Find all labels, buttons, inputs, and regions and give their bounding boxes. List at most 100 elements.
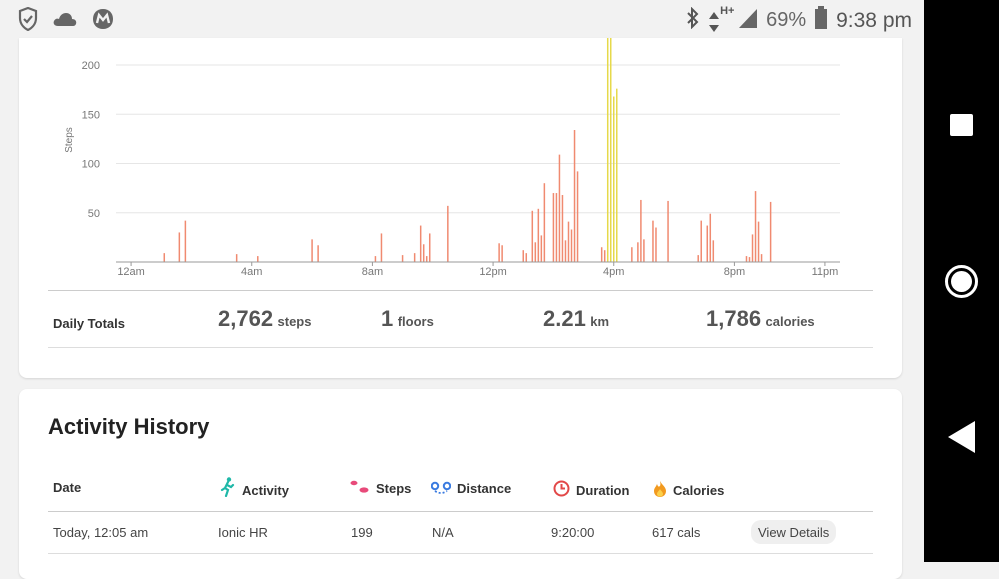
step-bar bbox=[413, 253, 416, 262]
step-bar bbox=[576, 171, 579, 262]
step-bar bbox=[709, 213, 712, 262]
x-tick-label: 4pm bbox=[603, 266, 624, 278]
step-bar bbox=[667, 200, 669, 262]
walking-icon bbox=[220, 477, 236, 500]
step-bar bbox=[769, 201, 772, 262]
view-details-button[interactable]: View Details bbox=[751, 520, 837, 544]
x-tick-label: 12pm bbox=[479, 266, 507, 278]
y-tick-label: 50 bbox=[88, 208, 100, 220]
back-icon[interactable] bbox=[948, 421, 975, 453]
step-bar bbox=[640, 199, 642, 262]
x-tick-label: 4am bbox=[241, 266, 262, 278]
col-date: Date bbox=[53, 480, 82, 495]
battery-icon bbox=[814, 6, 828, 35]
step-bar bbox=[311, 239, 313, 262]
flame-icon bbox=[653, 480, 667, 501]
col-activity: Activity bbox=[220, 477, 289, 500]
step-bar bbox=[380, 233, 383, 262]
row-date: Today, 12:05 am bbox=[53, 525, 149, 540]
total-distance: 2.21 km bbox=[543, 306, 610, 331]
step-bar bbox=[573, 130, 576, 262]
y-tick-label: 150 bbox=[82, 109, 100, 121]
step-bar bbox=[374, 256, 377, 262]
step-bar bbox=[757, 221, 760, 262]
recent-apps-icon[interactable] bbox=[950, 114, 973, 136]
col-duration: Duration bbox=[553, 480, 629, 500]
network-type: H+ bbox=[720, 4, 735, 17]
row-steps: 199 bbox=[351, 525, 373, 540]
activity-history-title: Activity History bbox=[48, 414, 210, 439]
step-bar bbox=[558, 154, 561, 262]
step-bar bbox=[534, 242, 537, 262]
x-tick-label: 11pm bbox=[812, 266, 839, 278]
x-tick-label: 8pm bbox=[724, 266, 745, 278]
step-bar bbox=[564, 240, 567, 262]
y-axis-label: Steps bbox=[64, 127, 75, 153]
daily-totals: Daily Totals 2,762 steps 1 floors 2.21 k… bbox=[48, 290, 873, 348]
cloud-icon bbox=[52, 10, 78, 33]
activity-history-card bbox=[19, 389, 902, 579]
step-bar bbox=[422, 244, 425, 262]
step-bar bbox=[540, 235, 543, 262]
row-distance: N/A bbox=[432, 525, 454, 540]
step-bar bbox=[561, 195, 564, 262]
footsteps-icon bbox=[350, 480, 370, 497]
step-bar bbox=[317, 245, 319, 262]
steps-chart: 50 100 150 200 Steps 12am 4am 8am 12pm 4pm 8pm 11pm bbox=[64, 38, 840, 278]
step-bar bbox=[600, 247, 603, 262]
step-bar bbox=[754, 191, 757, 262]
total-calories: 1,786 calories bbox=[706, 306, 815, 331]
home-icon[interactable] bbox=[945, 265, 978, 298]
step-bar bbox=[712, 240, 715, 262]
x-tick-label: 8am bbox=[362, 266, 383, 278]
col-distance: Distance bbox=[430, 480, 511, 497]
step-bar bbox=[570, 229, 573, 262]
clock: 9:38 pm bbox=[836, 8, 912, 32]
step-bar bbox=[501, 245, 503, 262]
step-bar bbox=[537, 208, 540, 262]
step-bar bbox=[760, 254, 763, 262]
step-bar bbox=[163, 253, 166, 262]
status-bar: H+ 69% 9:38 pm bbox=[0, 0, 924, 38]
step-bar bbox=[531, 210, 534, 262]
step-bar bbox=[401, 255, 404, 262]
active-step-bar bbox=[613, 96, 615, 263]
step-bar bbox=[748, 257, 751, 262]
step-bar bbox=[700, 220, 702, 262]
shield-check-icon bbox=[18, 6, 38, 36]
y-tick-label: 100 bbox=[82, 159, 100, 171]
step-bar bbox=[447, 205, 449, 262]
y-tick-label: 200 bbox=[82, 60, 100, 72]
step-bar bbox=[603, 250, 606, 262]
step-bar bbox=[745, 256, 748, 262]
col-steps: Steps bbox=[350, 480, 411, 497]
history-table-header: Date Activity Steps Distance Duration Ca… bbox=[48, 470, 873, 512]
distance-icon bbox=[430, 480, 452, 497]
step-bar bbox=[697, 255, 699, 262]
signal-icon bbox=[738, 7, 758, 34]
active-step-bar bbox=[606, 38, 609, 262]
active-step-bar bbox=[609, 38, 612, 262]
step-bar bbox=[178, 232, 181, 262]
step-bar bbox=[655, 227, 657, 262]
total-steps: 2,762 steps bbox=[218, 306, 312, 331]
total-floors: 1 floors bbox=[381, 306, 434, 331]
daily-totals-label: Daily Totals bbox=[53, 316, 126, 331]
step-bar bbox=[419, 225, 422, 262]
step-bar bbox=[555, 193, 558, 262]
row-activity: Ionic HR bbox=[218, 525, 268, 540]
step-bar bbox=[751, 234, 754, 262]
data-arrows-icon: H+ bbox=[708, 5, 744, 33]
step-bar bbox=[543, 183, 546, 262]
step-bar bbox=[498, 243, 500, 262]
step-bar bbox=[235, 254, 238, 262]
x-tick-label: 12am bbox=[117, 266, 145, 278]
table-row[interactable]: Today, 12:05 am Ionic HR 199 N/A 9:20:00… bbox=[48, 512, 873, 554]
step-bar bbox=[706, 225, 709, 262]
step-bar bbox=[425, 256, 428, 262]
step-bar bbox=[552, 193, 555, 262]
step-bar bbox=[652, 220, 654, 262]
step-bar bbox=[631, 247, 633, 262]
step-bar bbox=[257, 256, 259, 262]
step-bar bbox=[184, 220, 187, 262]
